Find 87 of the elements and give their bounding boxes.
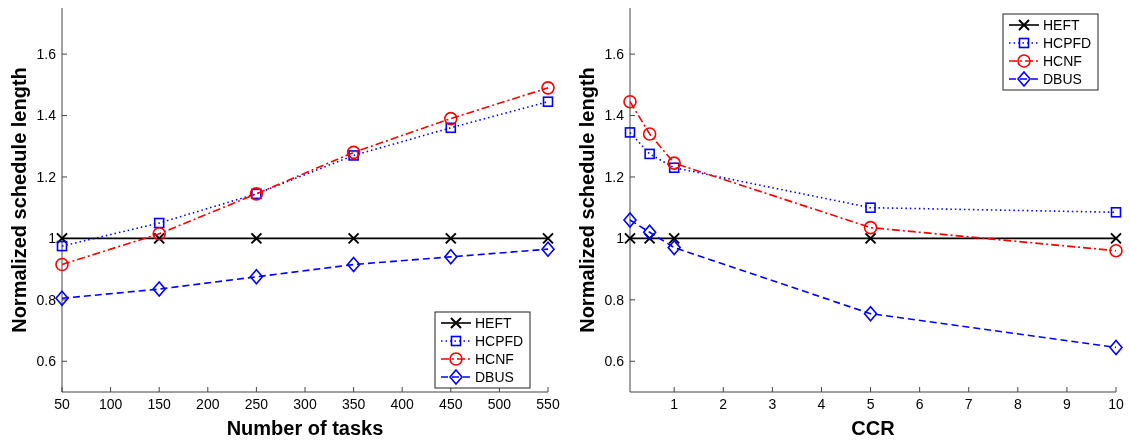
point bbox=[1110, 206, 1122, 218]
x-tick-label: 4 bbox=[817, 396, 826, 412]
x-tick-label: 300 bbox=[293, 396, 317, 412]
point bbox=[667, 156, 681, 170]
point bbox=[542, 96, 554, 107]
y-tick-label: 0.8 bbox=[36, 291, 57, 308]
legend-label: DBUS bbox=[1043, 70, 1082, 87]
point bbox=[644, 148, 655, 160]
point bbox=[624, 127, 636, 138]
y-tick-label: 0.6 bbox=[36, 353, 57, 370]
point bbox=[865, 202, 876, 213]
x-tick-label: 50 bbox=[54, 396, 70, 412]
x-tick-label: 3 bbox=[768, 396, 777, 412]
x-tick-label: 100 bbox=[98, 396, 123, 412]
point bbox=[642, 224, 657, 241]
y-axis-title: Normalized schedule length bbox=[8, 67, 30, 333]
point bbox=[250, 232, 263, 245]
point bbox=[624, 232, 636, 245]
y-tick-label: 1.4 bbox=[604, 107, 625, 124]
y-axis-title: Normalized schedule length bbox=[576, 67, 598, 333]
point bbox=[152, 281, 166, 297]
point bbox=[55, 257, 69, 272]
legend-label: HEFT bbox=[1043, 16, 1080, 33]
legend-label: HCNF bbox=[1043, 52, 1082, 69]
point bbox=[542, 232, 554, 245]
y-tick-label: 1.4 bbox=[36, 107, 57, 124]
x-tick-label: 6 bbox=[915, 396, 924, 412]
x-tick-label: 8 bbox=[1013, 396, 1022, 412]
point bbox=[864, 232, 877, 245]
x-tick-label: 10 bbox=[1108, 396, 1124, 412]
point bbox=[249, 269, 264, 285]
point bbox=[55, 290, 69, 307]
point bbox=[1109, 339, 1123, 356]
point bbox=[623, 94, 637, 109]
x-tick-label: 350 bbox=[341, 396, 366, 412]
x-tick-label: 5 bbox=[866, 396, 875, 412]
point bbox=[444, 249, 458, 265]
point bbox=[56, 240, 68, 252]
point bbox=[445, 122, 457, 134]
x-axis-title: Number of tasks bbox=[226, 417, 384, 439]
legend-label: HCNF bbox=[475, 350, 514, 367]
point bbox=[668, 162, 680, 174]
point bbox=[444, 111, 458, 126]
x-tick-label: 1 bbox=[670, 396, 679, 412]
x-tick-label: 200 bbox=[196, 396, 220, 412]
point bbox=[623, 212, 637, 228]
x-tick-label: 550 bbox=[536, 396, 560, 412]
x-tick-label: 2 bbox=[719, 396, 728, 412]
x-axis-title: CCR bbox=[851, 417, 896, 439]
x-tick-label: 450 bbox=[439, 396, 463, 412]
point bbox=[348, 150, 359, 161]
x-tick-label: 7 bbox=[964, 396, 973, 412]
y-tick-label: 1.2 bbox=[604, 168, 625, 185]
legend-label: HEFT bbox=[475, 314, 512, 331]
x-tick-label: 500 bbox=[487, 396, 512, 412]
y-tick-label: 1.2 bbox=[36, 168, 57, 185]
y-tick-label: 1 bbox=[48, 230, 57, 247]
point bbox=[444, 232, 457, 245]
legend-label: HCPFD bbox=[1043, 34, 1092, 51]
legend-label: DBUS bbox=[475, 368, 514, 385]
y-tick-label: 1.6 bbox=[604, 45, 625, 62]
y-tick-label: 1.6 bbox=[36, 45, 57, 62]
point bbox=[541, 241, 555, 257]
point bbox=[667, 239, 681, 256]
point bbox=[56, 232, 68, 245]
y-tick-label: 0.6 bbox=[604, 353, 625, 370]
point bbox=[346, 256, 361, 273]
x-tick-label: 150 bbox=[147, 396, 172, 412]
x-tick-label: 250 bbox=[244, 396, 269, 412]
point bbox=[863, 305, 878, 322]
point bbox=[1110, 232, 1122, 245]
y-tick-label: 0.8 bbox=[604, 291, 625, 308]
point bbox=[347, 232, 360, 245]
point bbox=[541, 81, 555, 95]
point bbox=[642, 127, 657, 141]
legend-label: HCPFD bbox=[475, 332, 524, 349]
point bbox=[346, 145, 361, 160]
point bbox=[1109, 243, 1123, 258]
point bbox=[863, 220, 878, 235]
point bbox=[668, 232, 681, 245]
point bbox=[153, 217, 165, 229]
point bbox=[152, 226, 166, 241]
x-tick-label: 9 bbox=[1063, 396, 1072, 412]
y-tick-label: 1 bbox=[616, 230, 625, 247]
point bbox=[153, 232, 166, 245]
x-tick-label: 400 bbox=[390, 396, 415, 412]
point bbox=[643, 232, 656, 245]
